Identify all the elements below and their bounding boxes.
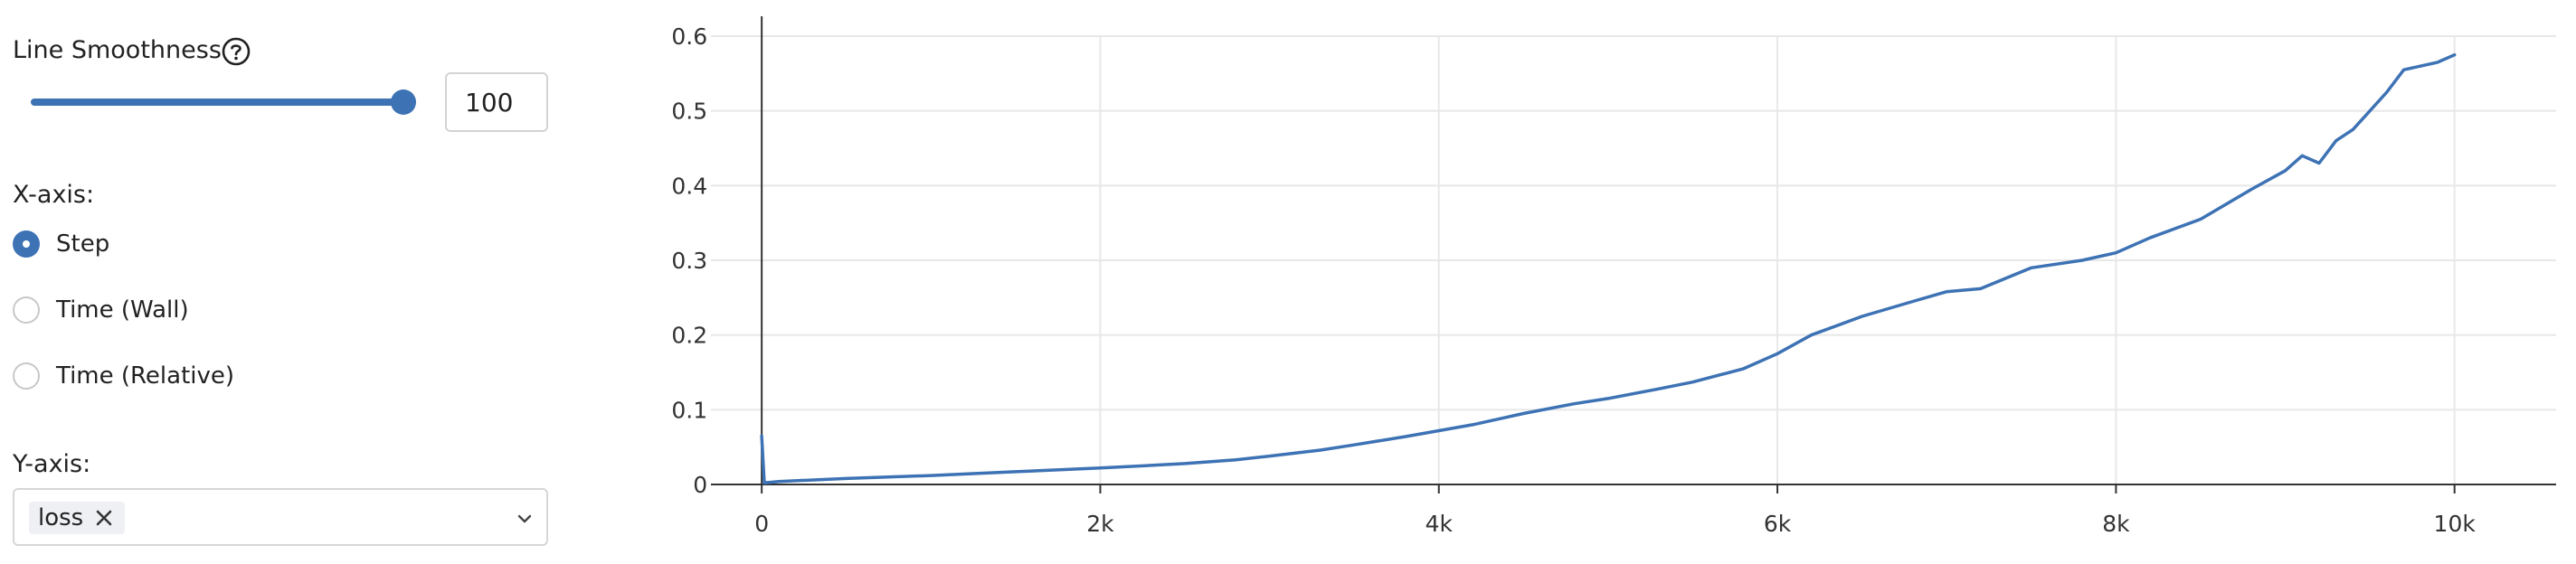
chart-axes <box>711 16 2556 485</box>
smoothing-label: Line Smoothness <box>13 36 222 64</box>
x-tick-label-5: 10k <box>2434 511 2477 537</box>
x-tick-label-0: 0 <box>754 511 769 537</box>
y-tick-label-2: 0.2 <box>671 323 707 349</box>
y-tick-label-6: 0.6 <box>671 24 707 50</box>
radio-label-time-relative: Time (Relative) <box>56 362 235 390</box>
radio-label-step: Step <box>56 230 110 258</box>
close-icon[interactable] <box>96 510 112 526</box>
y-tick-label-5: 0.5 <box>671 99 707 125</box>
loss-series-line <box>760 52 2457 485</box>
radio-label-time-wall: Time (Wall) <box>56 296 189 324</box>
y-tick-label-1: 0.1 <box>671 397 707 423</box>
y-tick-label-4: 0.4 <box>671 173 707 199</box>
radio-button-step[interactable] <box>13 230 40 258</box>
chart-series <box>760 52 2457 485</box>
chart-ticks: 0 2k 4k 6k 8k 10k 0 0.1 0.2 0.3 0.4 0.5 0.6 <box>671 24 2476 537</box>
yaxis-select[interactable]: loss <box>13 488 548 546</box>
x-tick-label-4: 8k <box>2102 511 2130 537</box>
y-tick-label-3: 0.3 <box>671 248 707 274</box>
question-circle-icon[interactable] <box>221 36 251 70</box>
chip-label: loss <box>38 504 84 531</box>
xaxis-option-step[interactable]: Step <box>13 226 109 262</box>
radio-button-time-relative[interactable] <box>13 362 40 390</box>
smoothing-value-input[interactable] <box>445 72 548 132</box>
slider-track[interactable] <box>31 99 403 106</box>
selected-chip-loss: loss <box>29 502 126 534</box>
x-tick-label-3: 6k <box>1764 511 1792 537</box>
chevron-down-icon[interactable] <box>516 510 534 531</box>
yaxis-label: Y-axis: <box>13 450 91 478</box>
slider-thumb[interactable] <box>391 89 416 115</box>
radio-button-time-wall[interactable] <box>13 296 40 324</box>
xaxis-label: X-axis: <box>13 181 95 209</box>
y-tick-label-0: 0 <box>693 472 707 498</box>
x-tick-label-2: 4k <box>1425 511 1454 537</box>
xaxis-option-time-wall[interactable]: Time (Wall) <box>13 292 189 328</box>
x-tick-label-1: 2k <box>1086 511 1114 537</box>
xaxis-option-time-relative[interactable]: Time (Relative) <box>13 358 234 394</box>
chart-grid <box>711 35 2556 484</box>
